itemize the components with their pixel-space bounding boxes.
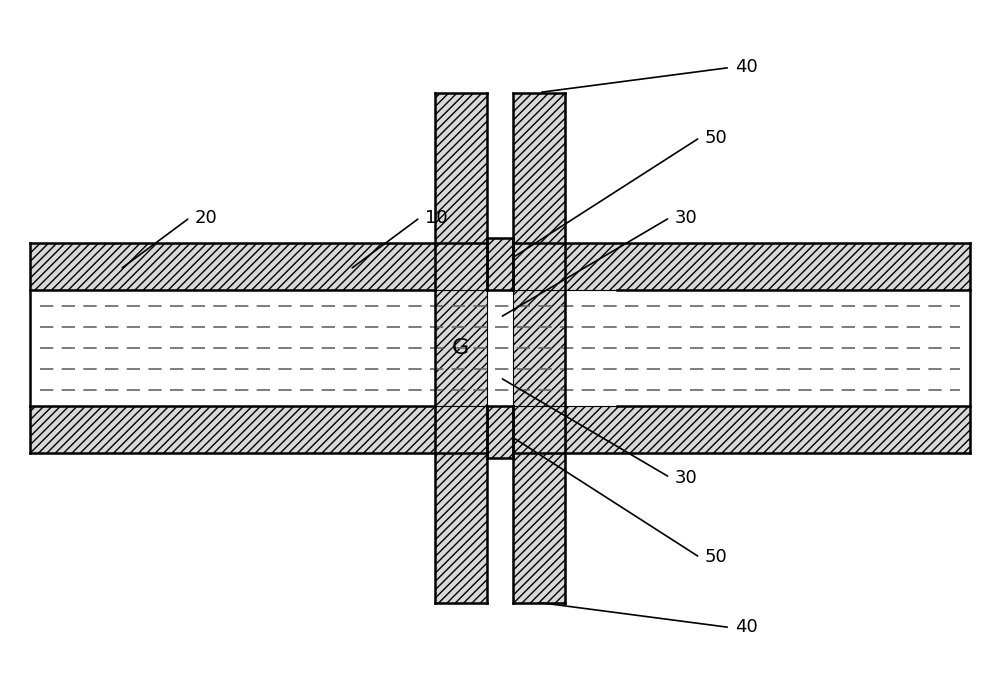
Bar — [30, 405, 435, 452]
Text: 30: 30 — [675, 468, 698, 486]
Bar — [513, 92, 565, 603]
Bar — [513, 243, 565, 290]
Text: 10: 10 — [425, 208, 448, 227]
Text: 40: 40 — [735, 619, 758, 637]
Text: 40: 40 — [735, 58, 758, 76]
Bar — [487, 238, 513, 290]
Text: 50: 50 — [705, 129, 728, 147]
Text: 20: 20 — [195, 208, 218, 227]
Bar — [565, 405, 970, 452]
Text: 50: 50 — [705, 548, 728, 566]
Bar — [435, 243, 487, 290]
Bar — [513, 405, 565, 452]
Bar — [30, 243, 435, 290]
Text: G: G — [451, 338, 469, 357]
Bar — [487, 405, 513, 457]
Bar — [565, 243, 970, 290]
Text: 30: 30 — [675, 208, 698, 227]
Bar — [435, 92, 487, 603]
Bar — [435, 405, 487, 452]
